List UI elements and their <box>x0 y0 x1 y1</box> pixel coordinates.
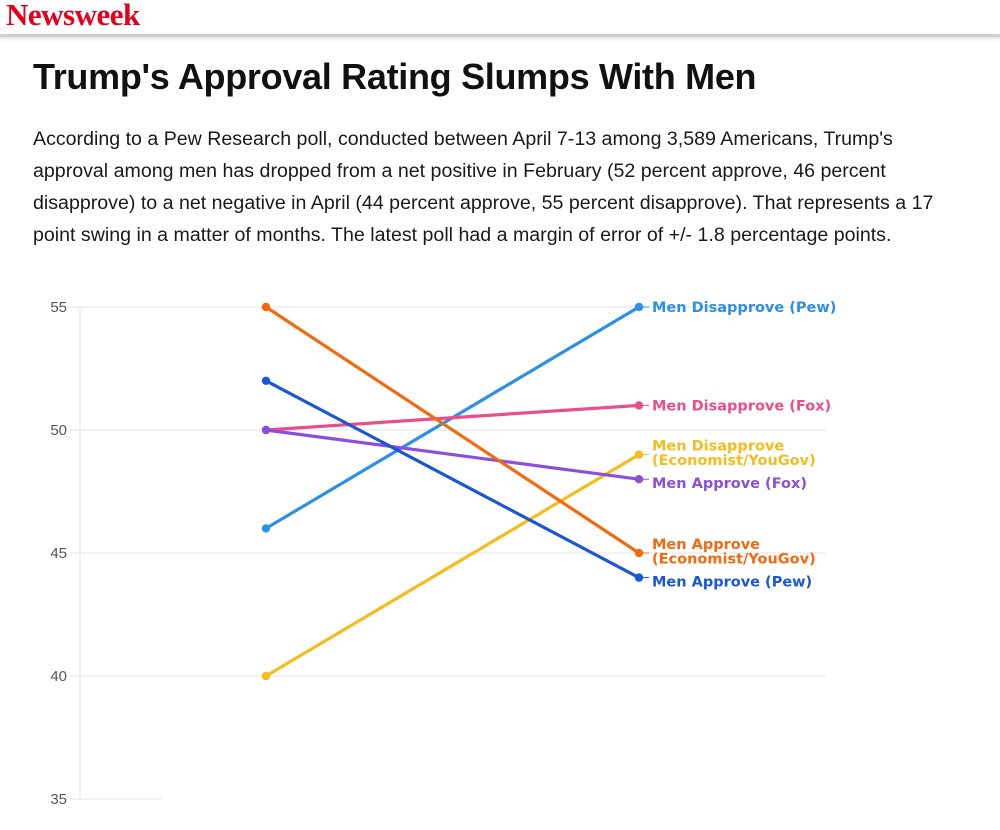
series-line <box>264 403 641 432</box>
y-tick-label: 45 <box>50 545 67 562</box>
data-point <box>261 425 271 435</box>
data-point <box>634 475 644 484</box>
series-line <box>264 379 641 580</box>
article-description: According to a Pew Research poll, conduc… <box>33 123 1000 251</box>
y-tick-label: 35 <box>50 791 67 808</box>
series-line <box>264 428 641 481</box>
series-label: Men Disapprove (Fox) <box>652 398 831 414</box>
data-point <box>261 671 271 681</box>
series-label: (Economist/YouGov) <box>652 552 816 568</box>
series-line <box>264 305 641 555</box>
y-tick-label: 40 <box>50 668 67 685</box>
series-label: Men Disapprove <box>652 439 784 455</box>
series-line <box>264 453 641 678</box>
data-point <box>634 548 644 558</box>
data-point <box>261 302 271 312</box>
newsweek-logo[interactable]: Newsweek <box>6 0 140 32</box>
description-line: approval among men has dropped from a ne… <box>33 160 886 182</box>
series-label: Men Approve <box>652 537 760 553</box>
y-tick-label: 50 <box>50 422 67 439</box>
series-label: Men Disapprove (Pew) <box>652 300 836 316</box>
description-line: According to a Pew Research poll, conduc… <box>33 128 893 150</box>
data-point <box>261 376 271 385</box>
data-point <box>634 450 644 459</box>
data-point <box>634 401 644 410</box>
article-title: Trump's Approval Rating Slumps With Men <box>33 56 757 97</box>
series-label: (Economist/YouGov) <box>652 453 816 469</box>
data-point <box>261 524 271 533</box>
series-label: Men Approve (Pew) <box>652 575 812 591</box>
data-point <box>634 573 644 582</box>
description-line: point swing in a matter of months. The l… <box>33 224 892 246</box>
y-tick-label: 55 <box>50 299 67 316</box>
top-bar: Newsweek <box>0 0 1000 37</box>
series-label: Men Approve (Fox) <box>652 476 807 492</box>
data-point <box>634 302 644 312</box>
description-line: disapprove) to a net negative in April (… <box>33 192 934 214</box>
